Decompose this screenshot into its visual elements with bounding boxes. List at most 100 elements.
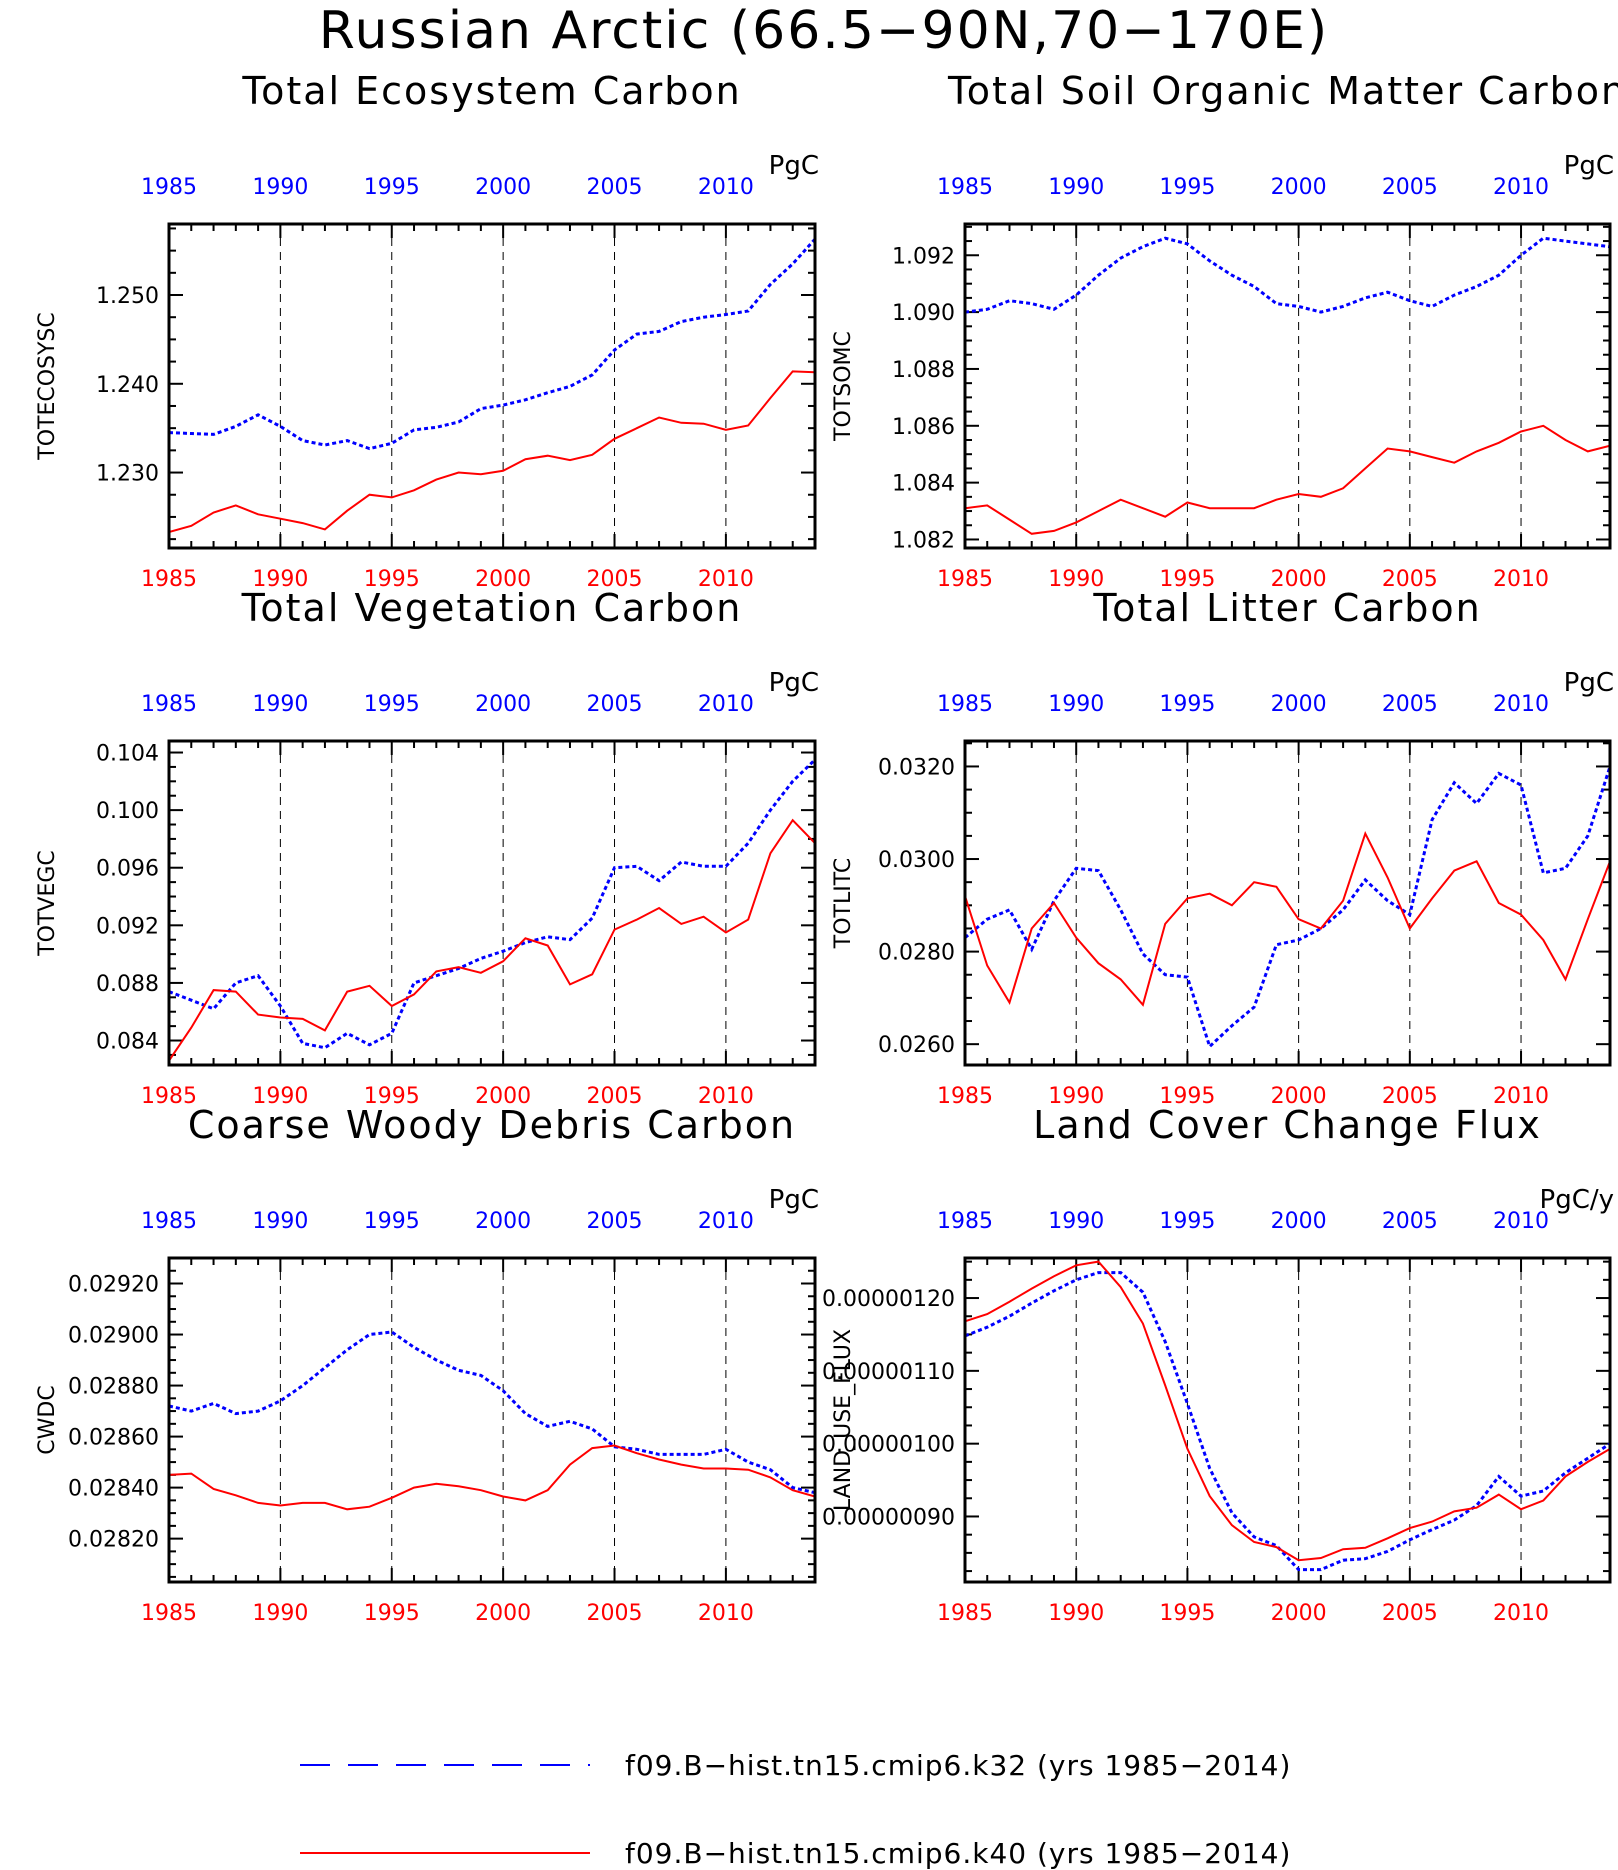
y-tick-label: 1.240	[96, 373, 159, 398]
units-label: PgC	[769, 1185, 819, 1215]
x-tick-label-bottom: 1990	[1048, 1601, 1104, 1626]
x-tick-label-bottom: 2010	[1493, 567, 1549, 592]
legend: f09.B−hist.tn15.cmip6.k32 (yrs 1985−2014…	[300, 1749, 1290, 1870]
x-tick-label-top: 1990	[252, 692, 308, 717]
y-tick-label: 0.0320	[878, 755, 955, 780]
y-axis-label: TOTSOMC	[831, 331, 856, 442]
y-axis-label: TOTLITC	[831, 858, 856, 949]
x-tick-label-bottom: 2000	[475, 567, 531, 592]
units-label: PgC	[769, 668, 819, 698]
x-tick-label-top: 1985	[141, 175, 197, 200]
y-tick-label: 0.0280	[878, 941, 955, 966]
x-tick-label-top: 2010	[698, 1209, 754, 1234]
series-line-2	[169, 370, 815, 533]
y-tick-label: 0.100	[96, 799, 159, 824]
x-tick-label-top: 1990	[1048, 1209, 1104, 1234]
x-tick-label-top: 1985	[937, 1209, 993, 1234]
x-tick-label-bottom: 2010	[698, 567, 754, 592]
x-tick-label-top: 1985	[141, 1209, 197, 1234]
x-tick-label-bottom: 1990	[1048, 567, 1104, 592]
series-line-1	[965, 1271, 1610, 1572]
panels: Total Ecosystem Carbon PgC TOTECOSYSC 1985 1…	[35, 69, 1618, 1626]
y-tick-label: 1.084	[892, 472, 955, 497]
x-tick-label-bottom: 1995	[364, 1084, 420, 1109]
x-tick-label-bottom: 2010	[1493, 1601, 1549, 1626]
y-axis-label: LAND_USE_FLUX	[831, 1329, 856, 1511]
x-tick-label-bottom: 2010	[698, 1084, 754, 1109]
series-line-2	[169, 1444, 815, 1511]
y-tick-label: 0.096	[96, 857, 159, 882]
y-tick-label: 0.02880	[68, 1375, 159, 1400]
plot-frame	[963, 739, 1612, 1067]
units-label: PgC	[1564, 668, 1614, 698]
series-line-2	[965, 1260, 1610, 1562]
series-line-1	[169, 1330, 815, 1495]
panel-title: Total Soil Organic Matter Carbon	[947, 69, 1618, 113]
units-label: PgC/y	[1540, 1185, 1614, 1215]
y-tick-label: 0.00000110	[822, 1360, 955, 1385]
y-tick-label: 0.104	[96, 742, 159, 767]
x-tick-label-top: 2010	[698, 175, 754, 200]
x-tick-label-top: 2005	[1382, 1209, 1438, 1234]
series-line-2	[965, 424, 1610, 535]
y-tick-label: 1.230	[96, 462, 159, 487]
x-tick-label-bottom: 1990	[252, 1084, 308, 1109]
plot-frame	[167, 222, 817, 550]
y-tick-label: 0.084	[96, 1030, 159, 1055]
x-tick-label-bottom: 1985	[937, 567, 993, 592]
plot-frame	[167, 739, 817, 1067]
y-tick-label: 1.086	[892, 415, 955, 440]
x-tick-label-top: 1985	[141, 692, 197, 717]
panel-title: Total Litter Carbon	[1092, 586, 1481, 630]
y-tick-label: 1.250	[96, 284, 159, 309]
x-tick-label-bottom: 2000	[1271, 1084, 1327, 1109]
x-tick-label-top: 2005	[587, 1209, 643, 1234]
panel-1: Total Ecosystem Carbon PgC TOTECOSYSC 1985 1…	[35, 69, 819, 592]
x-tick-label-top: 2000	[475, 692, 531, 717]
panel-title: Total Ecosystem Carbon	[241, 69, 741, 113]
series-line-1	[965, 766, 1610, 1050]
x-tick-label-top: 2010	[1493, 1209, 1549, 1234]
x-tick-label-bottom: 2000	[475, 1084, 531, 1109]
y-tick-label: 0.02920	[68, 1273, 159, 1298]
x-tick-label-top: 1990	[1048, 175, 1104, 200]
x-tick-label-bottom: 1990	[252, 567, 308, 592]
y-tick-label: 0.02900	[68, 1324, 159, 1349]
series-line-1	[169, 238, 815, 451]
y-tick-label: 1.088	[892, 358, 955, 383]
x-tick-label-top: 1990	[252, 1209, 308, 1234]
y-tick-label: 0.092	[96, 914, 159, 939]
y-axis-label: TOTECOSYSC	[35, 312, 60, 461]
y-axis-label: TOTVEGC	[35, 850, 60, 957]
y-tick-label: 1.092	[892, 244, 955, 269]
plot-frame	[963, 1256, 1612, 1584]
x-tick-label-bottom: 2005	[1382, 567, 1438, 592]
y-tick-label: 0.088	[96, 972, 159, 997]
x-tick-label-bottom: 2005	[1382, 1601, 1438, 1626]
y-tick-label: 0.00000120	[822, 1287, 955, 1312]
panel-5: Coarse Woody Debris Carbon PgC CWDC 1985 198…	[35, 1103, 819, 1626]
x-tick-label-bottom: 1985	[141, 567, 197, 592]
y-tick-label: 0.02840	[68, 1477, 159, 1502]
panel-4: Total Litter Carbon PgC TOTLITC 1985 1985 199…	[831, 586, 1614, 1109]
x-tick-label-top: 2000	[1271, 692, 1327, 717]
y-tick-label: 0.0260	[878, 1033, 955, 1058]
x-tick-label-top: 2000	[475, 175, 531, 200]
panel-title: Land Cover Change Flux	[1033, 1103, 1542, 1147]
x-tick-label-top: 1995	[1159, 692, 1215, 717]
x-tick-label-bottom: 1985	[141, 1601, 197, 1626]
x-tick-label-bottom: 2000	[1271, 1601, 1327, 1626]
x-tick-label-bottom: 1995	[364, 567, 420, 592]
x-tick-label-bottom: 1985	[937, 1601, 993, 1626]
x-tick-label-top: 2005	[1382, 692, 1438, 717]
plot-frame	[167, 1256, 817, 1584]
y-axis-label: CWDC	[35, 1385, 60, 1454]
x-tick-label-top: 2010	[698, 692, 754, 717]
panel-2: Total Soil Organic Matter Carbon PgC TOTSO…	[831, 69, 1618, 592]
y-tick-label: 0.00000090	[822, 1505, 955, 1530]
x-tick-label-top: 2005	[587, 175, 643, 200]
x-tick-label-bottom: 1995	[1159, 1084, 1215, 1109]
x-tick-label-top: 1995	[364, 175, 420, 200]
panel-6: Land Cover Change Flux PgC/y LAND_USE_FLUX…	[822, 1103, 1614, 1626]
